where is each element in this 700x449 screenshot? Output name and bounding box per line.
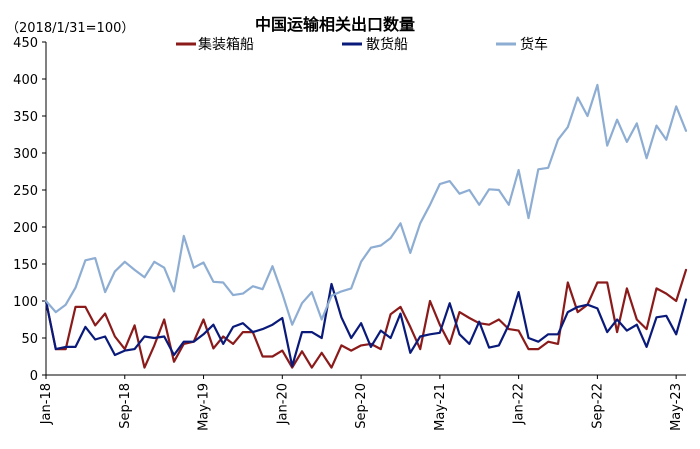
x-tick-label: Sep-20 bbox=[354, 383, 369, 429]
legend-item-series-1: 集装箱船 bbox=[176, 36, 254, 53]
y-tick-label: 50 bbox=[21, 332, 38, 347]
x-tick-label: Sep-18 bbox=[118, 383, 133, 429]
y-axis: 0 50 100 150 200 250 300 350 400 450 bbox=[13, 36, 47, 384]
y-tick-label: 100 bbox=[13, 295, 38, 310]
x-tick-label: Jan-18 bbox=[39, 383, 54, 425]
y-tick-label: 300 bbox=[13, 147, 38, 162]
y-tick-label: 250 bbox=[13, 184, 38, 199]
chart-title: 中国运输相关出口数量 bbox=[255, 15, 415, 34]
x-tick-label: May-19 bbox=[197, 383, 212, 431]
series-layer bbox=[44, 83, 688, 369]
series-line-3 bbox=[44, 83, 688, 326]
legend-item-series-3: 货车 bbox=[496, 36, 548, 53]
x-axis: Jan-18 Sep-18 May-19 Jan-20 Sep-20 May-21 Jan-… bbox=[39, 374, 686, 431]
y-tick-label: 450 bbox=[13, 36, 38, 51]
x-tick-label: Jan-22 bbox=[512, 383, 527, 425]
y-tick-label: 200 bbox=[13, 221, 38, 236]
y-tick-label: 0 bbox=[30, 369, 38, 384]
x-tick-label: May-23 bbox=[669, 383, 684, 431]
legend-label-series-3: 货车 bbox=[520, 36, 548, 53]
x-tick-label: Jan-20 bbox=[275, 383, 290, 425]
legend-item-series-2: 散货船 bbox=[342, 36, 408, 53]
legend-label-series-2: 散货船 bbox=[366, 36, 408, 53]
y-tick-label: 400 bbox=[13, 73, 38, 88]
legend-label-series-1: 集装箱船 bbox=[198, 36, 254, 53]
x-tick-label: May-21 bbox=[433, 383, 448, 431]
unit-label: （2018/1/31=100） bbox=[6, 21, 134, 36]
x-tick-label: Sep-22 bbox=[590, 383, 605, 429]
series-line-2 bbox=[44, 282, 688, 368]
legend: 集装箱船 散货船 货车 bbox=[176, 36, 548, 53]
y-tick-label: 150 bbox=[13, 258, 38, 273]
y-tick-label: 350 bbox=[13, 110, 38, 125]
series-line-1 bbox=[44, 268, 688, 369]
